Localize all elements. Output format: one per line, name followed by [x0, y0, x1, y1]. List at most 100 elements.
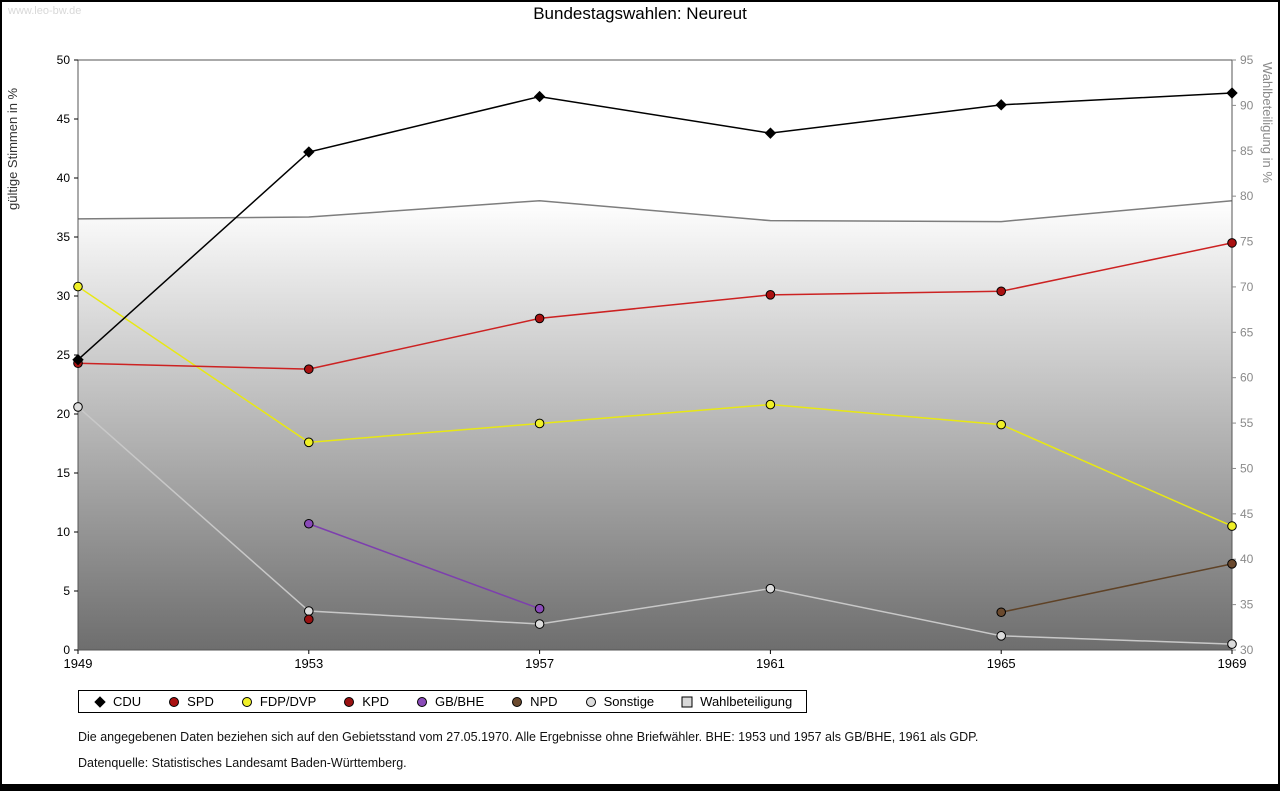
legend-label: Wahlbeteiligung: [700, 694, 793, 709]
right-tick-label: 50: [1240, 461, 1254, 475]
left-tick-label: 15: [57, 466, 71, 480]
data-point-marker: [996, 419, 1007, 430]
data-point-marker: [303, 146, 315, 158]
series-sonstige: [73, 402, 1237, 649]
series-line: [1001, 563, 1233, 613]
data-point-marker: [534, 603, 545, 614]
gb-bhe-marker-icon: [416, 696, 427, 707]
legend-item-sonstige: Sonstige: [584, 694, 655, 709]
legend-item-cdu: CDU: [93, 694, 141, 709]
right-tick-label: 55: [1240, 416, 1254, 430]
spd-marker-icon: [169, 696, 180, 707]
legend: CDU SPD FDP/DVP KPD GB/BHE NPD Sonstige Wahlbet…: [78, 690, 808, 713]
legend-label: SPD: [187, 694, 214, 709]
wahlbeteiligung-line: [77, 199, 1233, 223]
data-point-marker: [1227, 238, 1237, 248]
legend-item-gb-bhe: GB/BHE: [415, 694, 484, 709]
left-tick-label: 5: [63, 584, 70, 598]
left-axis-title: gültige Stimmen in %: [5, 87, 20, 210]
data-point-marker: [304, 614, 314, 625]
data-point-marker: [304, 437, 314, 448]
right-axis-title: Wahlbeteiligung in %: [1260, 62, 1275, 183]
left-tick-label: 35: [57, 230, 71, 244]
data-point-marker: [1227, 639, 1237, 649]
left-tick-label: 45: [57, 112, 71, 126]
wahlbeteiligung-marker-icon: [681, 696, 693, 707]
data-point-marker: [995, 99, 1007, 111]
sonstige-marker-icon: [585, 696, 596, 707]
series-fdp-dvp: [73, 281, 1237, 531]
data-point-marker: [533, 90, 546, 103]
left-tick-label: 0: [63, 643, 70, 657]
right-tick-label: 80: [1240, 189, 1254, 203]
right-tick-label: 90: [1240, 98, 1254, 112]
data-point-marker: [764, 127, 777, 139]
legend-label: KPD: [362, 694, 389, 709]
legend-label: Sonstige: [603, 694, 655, 709]
right-tick-label: 70: [1240, 280, 1254, 294]
series-line: [77, 406, 1233, 645]
kpd-marker-icon: [344, 696, 355, 707]
x-tick-label: 1965: [987, 656, 1016, 671]
watermark: www.leo-bw.de: [8, 5, 82, 17]
right-tick-label: 75: [1240, 235, 1254, 249]
legend-item-kpd: KPD: [342, 694, 389, 709]
left-tick-label: 30: [57, 289, 71, 303]
right-tick-label: 45: [1240, 507, 1254, 521]
left-tick-label: 25: [57, 348, 71, 362]
series-line: [77, 242, 1233, 370]
x-tick-label: 1961: [756, 656, 785, 671]
legend-label: FDP/DVP: [259, 694, 317, 709]
data-point-marker: [73, 281, 83, 292]
data-point-marker: [1227, 521, 1237, 531]
series-spd: [73, 238, 1237, 374]
data-point-marker: [765, 399, 776, 410]
series-npd: [996, 559, 1237, 618]
legend-label: NPD: [530, 694, 558, 709]
footnote-datenquelle: Datenquelle: Statistisches Landesamt Bad…: [78, 756, 407, 770]
data-point-marker: [534, 619, 545, 629]
right-tick-label: 60: [1240, 371, 1254, 385]
chart-title: Bundestagswahlen: Neureut: [533, 4, 747, 23]
right-tick-label: 65: [1240, 325, 1254, 339]
x-tick-label: 1949: [64, 656, 93, 671]
left-tick-label: 10: [57, 525, 71, 539]
npd-marker-icon: [512, 696, 523, 707]
series-gb-bhe: [304, 518, 545, 614]
right-tick-label: 85: [1240, 144, 1254, 158]
left-tick-label: 20: [57, 407, 71, 421]
data-point-marker: [765, 583, 776, 594]
wahlbeteiligung-area: [78, 200, 1232, 650]
data-point-marker: [72, 354, 84, 366]
data-point-marker: [1226, 87, 1238, 99]
series-kpd: [304, 614, 314, 625]
series-line: [77, 92, 1233, 361]
series-cdu: [72, 87, 1238, 366]
data-point-marker: [304, 364, 314, 374]
data-point-marker: [304, 518, 314, 529]
right-tick-label: 95: [1240, 53, 1254, 67]
left-tick-label: 40: [57, 171, 71, 185]
series-line: [308, 523, 540, 610]
legend-item-fdp-dvp: FDP/DVP: [240, 694, 316, 709]
legend-item-npd: NPD: [510, 694, 558, 709]
footnote-gebietsstand: Die angegebenen Daten beziehen sich auf …: [78, 730, 979, 744]
right-tick-label: 40: [1240, 552, 1254, 566]
x-tick-label: 1957: [525, 656, 554, 671]
right-tick-label: 30: [1240, 643, 1254, 657]
footnotes: Die angegebenen Daten beziehen sich auf …: [78, 724, 978, 776]
legend-label: CDU: [113, 694, 142, 709]
data-point-marker: [996, 607, 1007, 618]
series-line: [77, 285, 1233, 527]
data-point-marker: [304, 606, 314, 616]
data-point-marker: [534, 313, 545, 324]
x-tick-label: 1969: [1218, 656, 1247, 671]
right-tick-label: 35: [1240, 598, 1254, 612]
data-point-marker: [1227, 559, 1237, 569]
data-point-marker: [73, 402, 83, 412]
data-point-marker: [765, 290, 776, 300]
x-tick-label: 1953: [294, 656, 323, 671]
data-point-marker: [996, 631, 1007, 641]
left-tick-label: 50: [57, 53, 71, 67]
